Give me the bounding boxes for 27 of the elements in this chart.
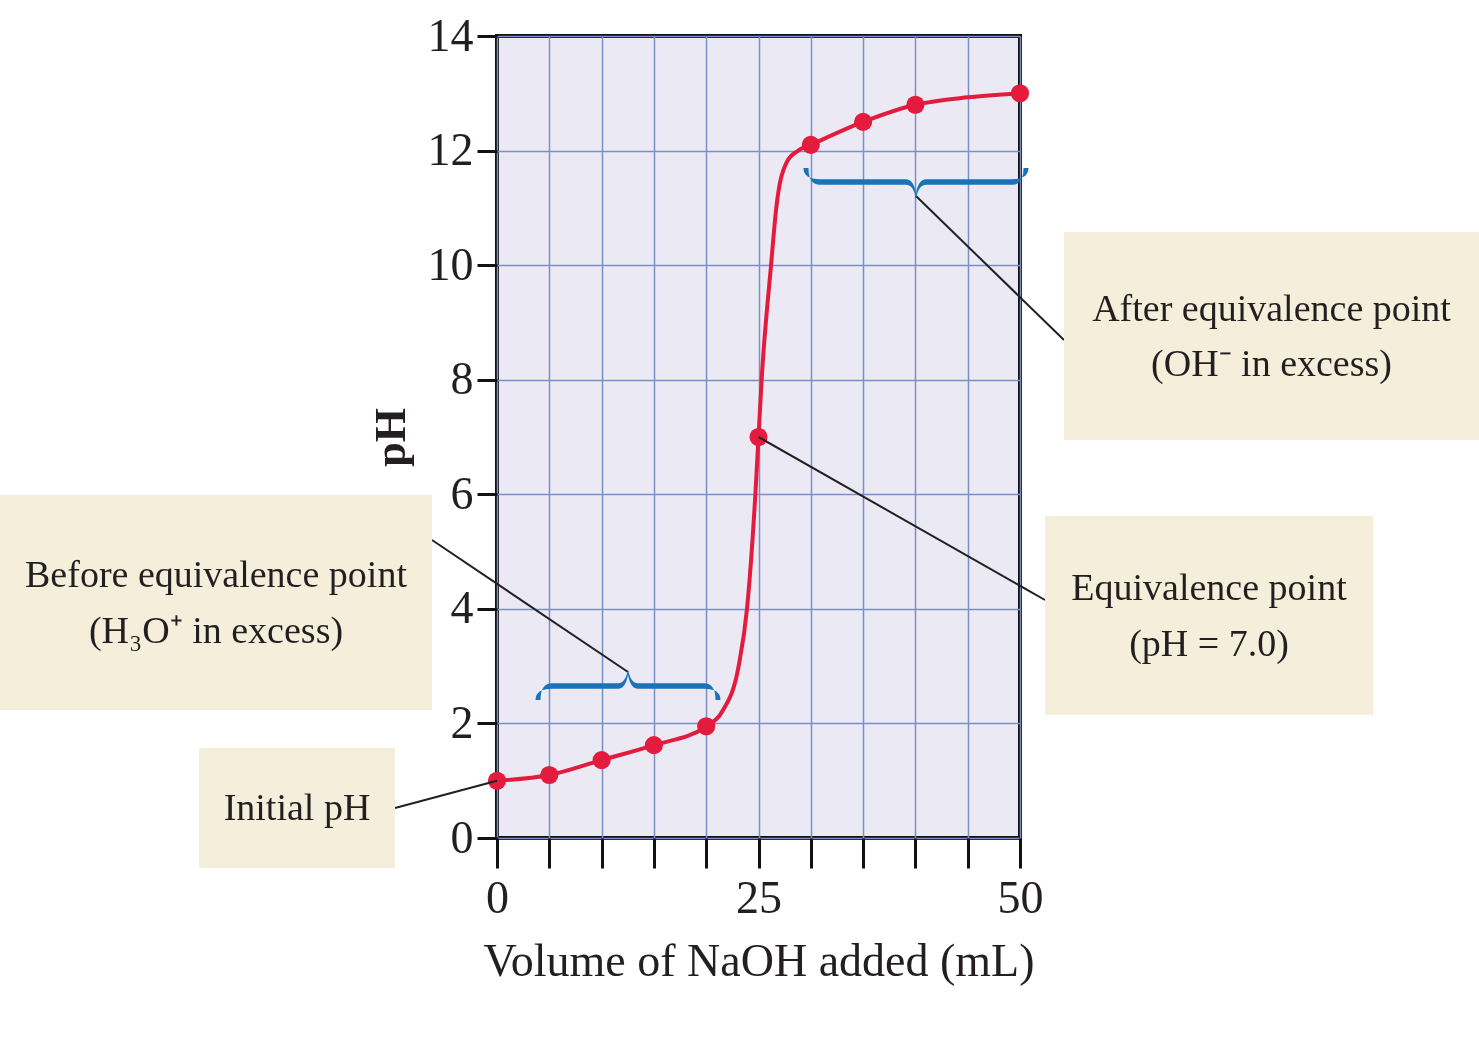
y-tick-label: 10 (427, 238, 474, 290)
point (854, 112, 873, 131)
y-tick-label: 6 (450, 467, 474, 519)
annotation: Equivalence point (pH = 7.0) (1071, 565, 1347, 666)
y-tick-label: 8 (450, 353, 474, 405)
point (801, 135, 820, 154)
y-axis-title: pH (365, 408, 415, 467)
point (540, 765, 559, 785)
y-tick-label: 2 (450, 696, 474, 748)
point (1010, 84, 1030, 103)
annotation: Initial pH (223, 785, 371, 831)
x-tick-label: 50 (997, 871, 1044, 923)
text: Before equivalence point (H₃O⁺ in excess) (25, 552, 407, 653)
point (644, 736, 663, 755)
x-tick-label: 25 (736, 871, 782, 923)
point (749, 427, 768, 447)
y-tick-label: 12 (427, 124, 474, 176)
x-tick-label: 0 (486, 871, 509, 923)
point (592, 751, 611, 770)
point (487, 771, 507, 790)
x-axis-title: Volume of NaOH added (mL) (483, 934, 1035, 986)
point (697, 717, 716, 736)
y-tick-label: 0 (450, 811, 474, 863)
y-tick-label: 14 (427, 9, 474, 61)
point (906, 95, 925, 114)
text: After equivalence point (OH⁻ in excess) (1092, 285, 1451, 386)
y-tick-label: 4 (450, 582, 474, 634)
